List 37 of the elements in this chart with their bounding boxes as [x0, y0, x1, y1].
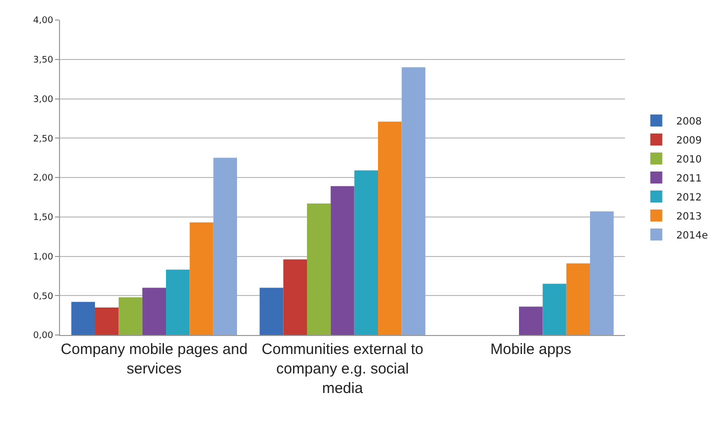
bar: [519, 306, 543, 335]
y-tick-label: 0,50: [33, 292, 54, 302]
bar: [260, 288, 284, 335]
legend-label: 2012: [676, 192, 702, 204]
bar: [190, 222, 214, 335]
legend-label: 2014e: [676, 230, 708, 242]
y-tick-label: 2,50: [33, 134, 54, 144]
legend-label: 2013: [676, 211, 702, 222]
bar: [213, 158, 238, 335]
legend-label: 2011: [676, 173, 702, 184]
x-tick-label: Company mobile pages and services: [60, 341, 248, 378]
bar: [330, 186, 354, 335]
y-tick-label: 2,00: [33, 174, 54, 184]
x-tick-label: Mobile apps: [490, 341, 572, 358]
y-tick-label: 3,00: [33, 94, 54, 105]
bar: [306, 203, 331, 335]
bar: [590, 211, 614, 335]
legend-label: 2009: [676, 135, 702, 146]
bar: [94, 307, 119, 335]
bar: [354, 170, 378, 335]
y-tick-label: 4,00: [33, 16, 54, 26]
bar: [566, 263, 590, 335]
legend-label: 2008: [676, 116, 702, 128]
bar: [542, 284, 566, 335]
bar: [402, 67, 426, 335]
bar: [118, 297, 142, 335]
legend-label: 2010: [676, 154, 702, 166]
bar: [378, 122, 402, 335]
y-tick-label: 0,00: [33, 331, 54, 342]
y-tick-label: 1,00: [33, 252, 54, 262]
bar: [142, 288, 166, 335]
x-tick-label: Communities external to company e.g. social media: [262, 341, 424, 397]
y-tick-label: 1,50: [33, 213, 54, 224]
y-tick-label: 3,50: [33, 56, 54, 66]
bar: [166, 270, 190, 335]
bar: [283, 259, 307, 335]
bar: [71, 302, 95, 335]
